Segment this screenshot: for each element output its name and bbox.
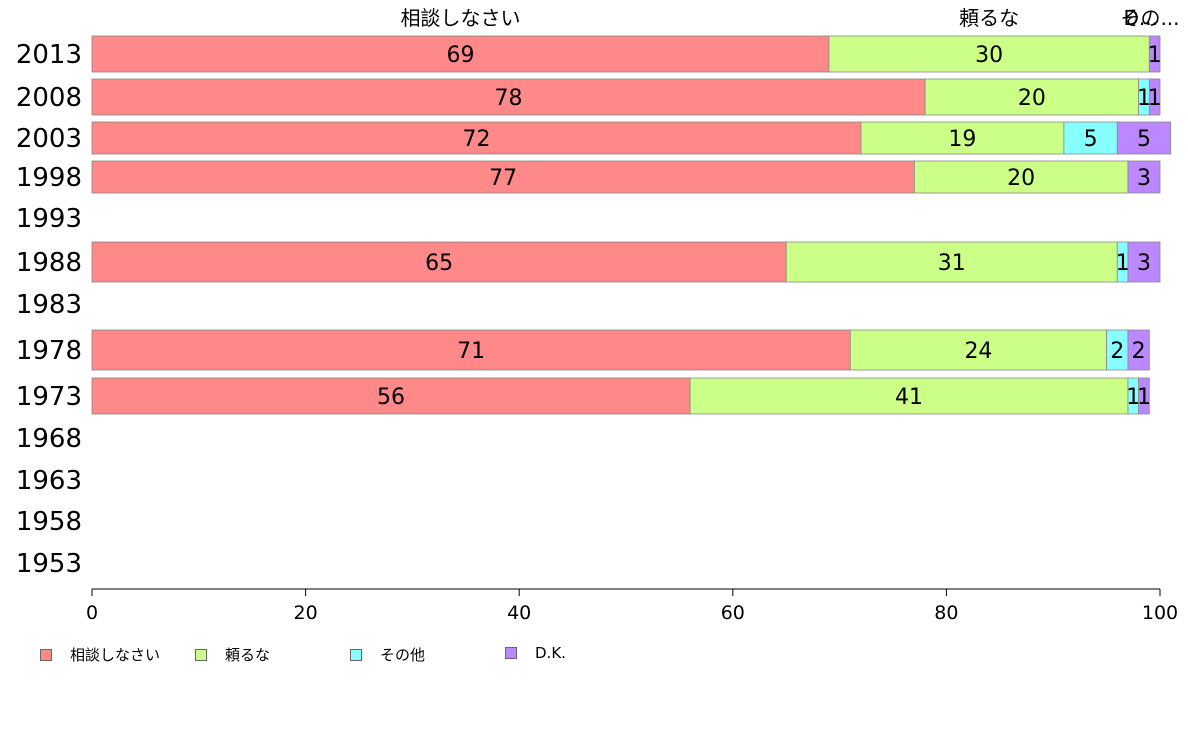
data-label: 5 <box>1084 127 1098 152</box>
legend-label-dk: D.K. <box>535 644 566 662</box>
top-series-label: その... <box>1120 6 1179 30</box>
data-label: 5 <box>1137 127 1151 152</box>
data-label: 72 <box>462 127 490 152</box>
legend-swatch-sonota <box>350 648 362 661</box>
data-label: 30 <box>975 43 1003 68</box>
data-label: 1 <box>1137 86 1151 111</box>
legend-item-dk: D.K. <box>505 644 566 662</box>
year-label: 1973 <box>16 382 82 412</box>
year-label: 2013 <box>16 40 82 70</box>
legend-item-soudan: 相談しなさい <box>40 644 160 665</box>
bar-segment <box>785 241 1118 283</box>
data-label: 1 <box>1116 251 1130 276</box>
data-label: 78 <box>495 86 523 111</box>
bar-segment <box>1127 160 1161 194</box>
year-label: 1958 <box>16 507 82 537</box>
legend-label-soudan: 相談しなさい <box>70 646 161 664</box>
year-label: 1993 <box>16 204 82 234</box>
data-label: 20 <box>1007 166 1035 191</box>
year-label: 1983 <box>16 290 82 320</box>
legend-label-sonota: その他 <box>380 646 426 664</box>
year-label: 1998 <box>16 163 82 193</box>
legend-swatch-soudan <box>40 648 52 661</box>
bar-segment <box>913 160 1129 194</box>
bar-segment <box>91 121 862 155</box>
data-label: 31 <box>938 251 966 276</box>
bar-segment <box>1138 377 1150 415</box>
data-label: 2 <box>1132 339 1146 364</box>
bar-segment <box>91 329 851 371</box>
data-label: 3 <box>1137 166 1151 191</box>
bar-segment <box>860 121 1065 155</box>
x-tick-label: 20 <box>294 602 318 624</box>
data-label: 19 <box>948 127 976 152</box>
year-label: 1963 <box>16 466 82 496</box>
top-series-label-overlap: D... <box>1124 6 1158 30</box>
year-label: 1988 <box>16 248 82 278</box>
data-label: 77 <box>489 166 517 191</box>
bar-segment <box>1148 78 1161 116</box>
bar-segment <box>1127 329 1150 371</box>
bar-segment <box>1148 35 1161 73</box>
year-label: 1978 <box>16 336 82 366</box>
data-label: 1 <box>1148 43 1162 68</box>
data-label: 69 <box>446 43 474 68</box>
data-label: 24 <box>964 339 992 364</box>
bar-segment <box>828 35 1150 73</box>
bar-segment <box>1063 121 1118 155</box>
bar-segment <box>91 241 787 283</box>
legend-swatch-dk <box>505 647 517 659</box>
data-label: 1 <box>1148 86 1162 111</box>
legend-item-tayoruna: 頼るな <box>195 644 270 665</box>
data-label: 41 <box>895 385 923 410</box>
data-label: 1 <box>1137 385 1151 410</box>
year-label: 2008 <box>16 83 82 113</box>
x-tick-label: 60 <box>721 602 745 624</box>
bar-segment <box>91 377 691 415</box>
data-label: 1 <box>1126 385 1140 410</box>
x-tick-label: 40 <box>507 602 531 624</box>
year-label: 2003 <box>16 124 82 154</box>
x-tick-label: 0 <box>86 602 98 624</box>
data-label: 3 <box>1137 251 1151 276</box>
x-tick-label: 80 <box>934 602 958 624</box>
x-tick-label: 100 <box>1142 602 1178 624</box>
data-label: 65 <box>425 251 453 276</box>
data-label: 20 <box>1018 86 1046 111</box>
bar-segment <box>1116 121 1172 155</box>
year-label: 1953 <box>16 549 82 579</box>
data-label: 71 <box>457 339 485 364</box>
data-label: 2 <box>1110 339 1124 364</box>
bar-segment <box>689 377 1129 415</box>
legend-label-tayoruna: 頼るな <box>225 646 271 664</box>
bar-segment <box>91 35 830 73</box>
legend-item-sonota: その他 <box>350 644 425 665</box>
legend-swatch-tayoruna <box>195 648 207 661</box>
top-series-label: 相談しなさい <box>400 6 520 30</box>
year-label: 1968 <box>16 424 82 454</box>
bar-segment <box>1127 241 1161 283</box>
top-series-label: 頼るな <box>959 6 1019 30</box>
data-label: 56 <box>377 385 405 410</box>
